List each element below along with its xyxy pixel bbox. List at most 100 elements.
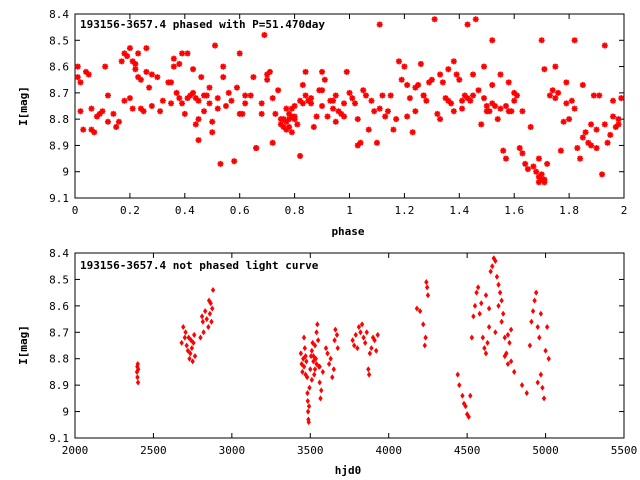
data-point	[192, 331, 197, 338]
data-point	[512, 368, 517, 375]
data-point	[159, 97, 166, 104]
data-point	[373, 139, 380, 146]
data-point	[552, 95, 559, 102]
data-point	[588, 142, 595, 149]
data-point	[461, 92, 468, 99]
data-point	[541, 395, 547, 402]
data-point	[425, 292, 431, 299]
data-point	[121, 50, 128, 57]
data-point	[460, 392, 465, 399]
data-point	[300, 368, 305, 375]
data-point	[233, 84, 240, 91]
data-point	[317, 379, 322, 386]
data-point	[404, 81, 411, 88]
x-tick-label: 1.2	[394, 204, 414, 217]
data-point	[494, 116, 501, 123]
data-point	[393, 116, 400, 123]
data-point	[481, 63, 488, 70]
data-point	[423, 334, 428, 341]
data-point	[415, 81, 422, 88]
data-point	[577, 155, 584, 162]
data-point	[283, 118, 290, 125]
x-tick-label: 1.6	[504, 204, 524, 217]
data-point	[414, 305, 420, 312]
data-point	[306, 403, 312, 410]
data-point	[524, 390, 529, 397]
data-point	[566, 116, 573, 123]
data-point	[557, 147, 564, 154]
data-point	[225, 89, 232, 96]
y-tick-label: 9	[62, 406, 69, 419]
y-tick-label: 8.9	[49, 139, 69, 152]
data-point	[387, 92, 394, 99]
y-tick-label: 8.8	[49, 353, 69, 366]
data-point	[140, 108, 147, 115]
data-point	[511, 97, 518, 104]
data-point	[272, 110, 279, 117]
data-point	[493, 257, 498, 264]
data-point	[368, 97, 375, 104]
data-point	[499, 318, 504, 325]
data-point	[456, 76, 463, 83]
y-tick-label: 9.1	[49, 432, 69, 445]
data-point	[332, 92, 339, 99]
data-point	[135, 74, 142, 81]
data-point	[571, 37, 578, 44]
data-point	[291, 103, 298, 109]
y-tick-label: 8.4	[49, 8, 69, 21]
data-point	[264, 71, 271, 78]
data-point	[85, 71, 92, 78]
data-point	[479, 300, 484, 307]
data-point	[535, 179, 542, 186]
data-point	[209, 129, 216, 136]
data-point	[190, 358, 195, 365]
data-point	[502, 334, 507, 341]
x-tick-label: 5000	[532, 444, 559, 457]
data-point	[310, 339, 315, 346]
data-point	[519, 108, 526, 115]
x-tick-label: 3000	[219, 444, 246, 457]
data-point	[459, 105, 466, 112]
data-point	[206, 84, 213, 91]
data-point	[181, 323, 186, 331]
data-point	[412, 108, 419, 115]
data-point	[126, 45, 133, 52]
data-point	[478, 121, 485, 128]
data-point	[463, 403, 468, 410]
data-point	[318, 395, 323, 402]
data-point	[88, 105, 95, 112]
data-point	[312, 366, 318, 373]
data-point	[74, 74, 81, 81]
data-point	[360, 87, 367, 94]
data-point	[77, 108, 84, 115]
data-point	[124, 53, 131, 60]
data-point	[204, 316, 209, 323]
data-point	[593, 126, 600, 133]
data-point	[505, 79, 512, 86]
data-point	[423, 97, 430, 104]
data-point	[137, 105, 144, 112]
data-point	[483, 108, 490, 115]
data-point	[601, 121, 608, 128]
data-point	[541, 179, 548, 186]
data-point	[535, 155, 542, 162]
data-point	[508, 326, 514, 333]
data-point	[590, 92, 597, 99]
data-point	[170, 55, 177, 62]
data-point	[74, 63, 81, 70]
data-point	[357, 139, 364, 146]
data-point	[354, 116, 361, 123]
data-point	[560, 118, 567, 125]
data-point	[538, 371, 544, 378]
data-point	[453, 71, 460, 78]
data-point	[275, 87, 282, 94]
data-point	[302, 92, 309, 99]
data-point	[474, 289, 479, 296]
data-point	[168, 79, 175, 86]
data-point	[173, 89, 180, 96]
data-point	[505, 360, 511, 368]
data-point	[424, 284, 430, 291]
data-point	[206, 323, 211, 331]
data-point	[306, 419, 311, 426]
